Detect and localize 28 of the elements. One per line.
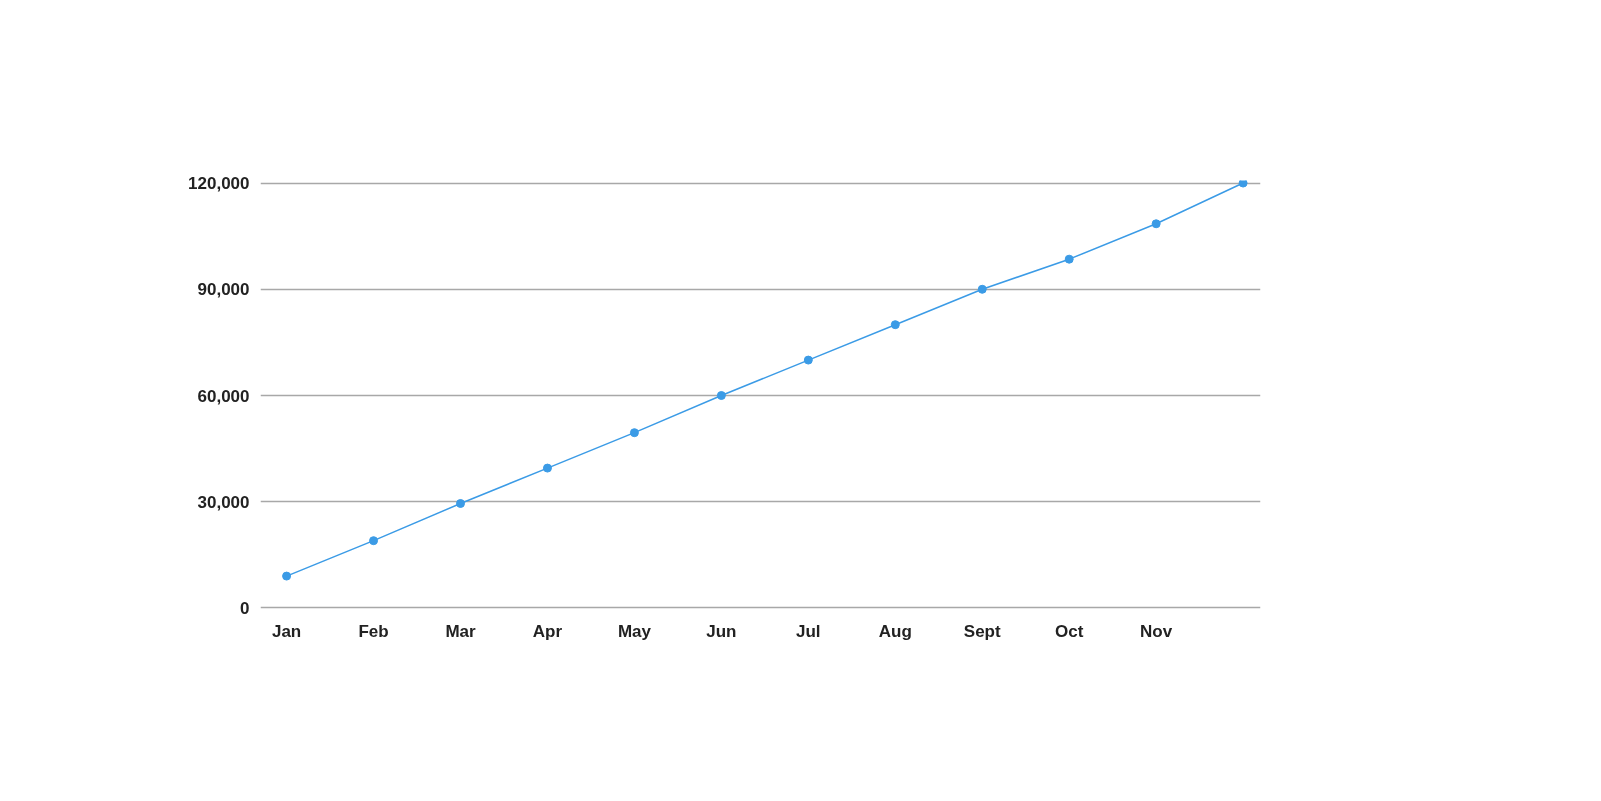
x-tick-label: Sept [963,621,1001,641]
x-tick-label: Nov [1140,621,1173,641]
point [1151,219,1161,229]
y-tick-label: 60,000 [197,386,250,406]
y-tick-label: 0 [240,598,250,618]
point [890,320,900,330]
point [1238,180,1248,188]
y-tick-label: 120,000 [188,174,250,194]
x-tick-label: Mar [445,621,476,641]
x-tick-label: Oct [1055,621,1084,641]
x-tick-label: Jun [706,621,737,641]
point [977,284,987,294]
point [456,499,465,508]
point [803,355,813,365]
x-tick-label: Aug [878,621,912,641]
point [369,536,379,546]
x-tick-label: May [617,621,652,641]
y-tick-label: 30,000 [197,492,250,512]
point [716,391,726,400]
point [629,428,639,438]
x-tick-label: Jul [796,621,821,641]
point [1064,254,1074,264]
y-tick-label: 90,000 [197,280,250,300]
point [542,463,552,473]
point [282,571,292,581]
x-tick-label: Feb [358,621,389,641]
x-tick-label: Jan [271,621,302,641]
x-tick-label: Apr [532,621,563,641]
